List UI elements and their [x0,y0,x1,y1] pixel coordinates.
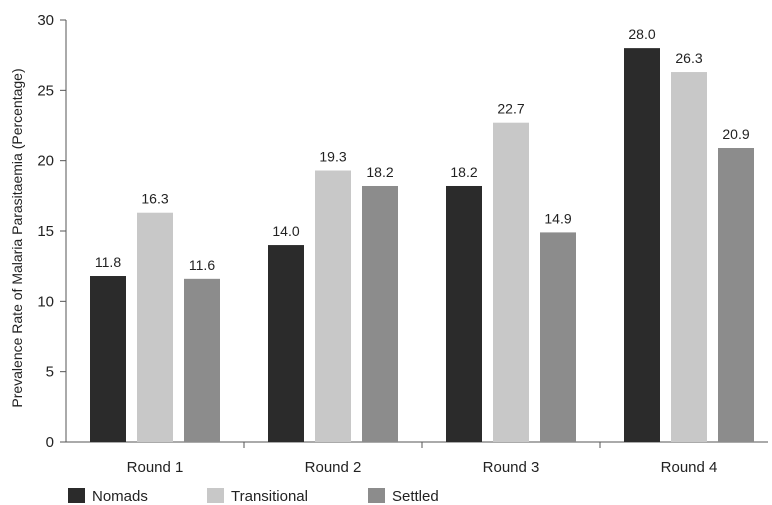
bar [362,185,398,442]
bar [446,185,482,442]
y-tick-label: 5 [46,364,54,381]
legend-swatch [68,488,85,503]
category-label: Round 2 [305,459,362,476]
data-label: 26.3 [675,50,702,66]
data-label: 14.9 [544,210,571,226]
data-label: 20.9 [722,126,749,142]
data-label: 22.7 [497,101,524,117]
data-label: 19.3 [319,149,346,165]
y-tick-label: 0 [46,434,54,451]
legend: Nomads Transitional Settled [68,488,439,505]
bar [718,148,754,443]
bar [493,122,529,442]
category-label: Round 3 [483,459,540,476]
bar [671,72,707,443]
bar [624,48,660,443]
y-tick-label: 10 [37,293,54,310]
category-label: Round 4 [661,459,718,476]
bar [268,245,304,442]
value-labels: 11.8 16.3 11.6 14.0 19.3 18.2 18.2 22.7 14.9 28.0… [95,26,750,273]
axes: 0 5 10 15 20 25 30 Round 1 Round 2 Round 3 Round 4 [37,12,768,476]
data-label: 14.0 [272,223,299,239]
bar [184,278,220,442]
data-label: 16.3 [141,191,168,207]
legend-label: Nomads [92,488,148,505]
y-tick-label: 25 [37,82,54,99]
legend-label: Settled [392,488,439,505]
data-label: 18.2 [450,164,477,180]
y-tick-label: 15 [37,223,54,240]
bar [137,212,173,442]
bar [90,276,126,442]
bar [315,170,351,442]
data-label: 11.8 [95,254,121,270]
category-label: Round 1 [127,459,184,476]
legend-swatch [368,488,385,503]
y-axis-label: Prevalence Rate of Malaria Parasitaemia … [9,68,25,407]
y-tick-label: 30 [37,12,54,29]
data-label: 18.2 [366,164,393,180]
bar [540,232,576,442]
legend-swatch [207,488,224,503]
bars [90,48,754,443]
data-label: 11.6 [189,257,215,273]
data-label: 28.0 [628,26,655,42]
legend-label: Transitional [231,488,308,505]
y-tick-label: 20 [37,153,54,170]
